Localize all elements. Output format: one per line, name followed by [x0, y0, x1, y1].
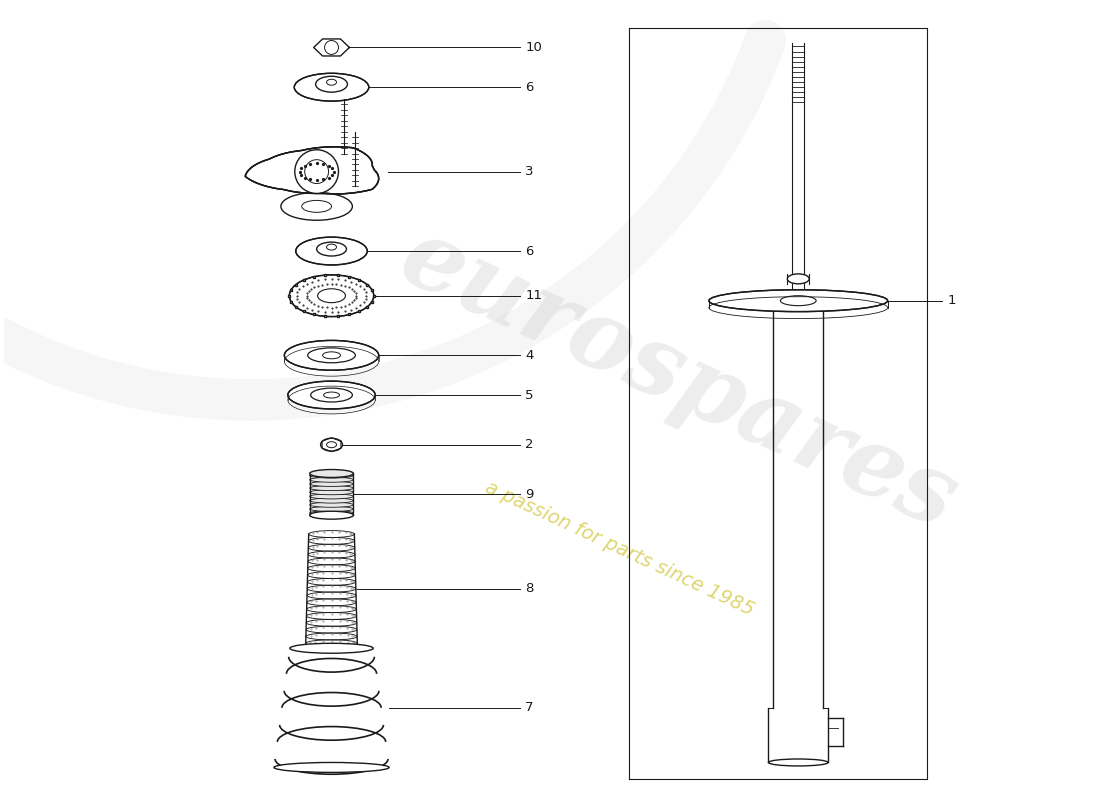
Text: 9: 9: [525, 488, 533, 501]
Text: 4: 4: [525, 349, 533, 362]
Text: 3: 3: [525, 165, 533, 178]
Ellipse shape: [310, 482, 353, 486]
Ellipse shape: [310, 486, 353, 490]
Ellipse shape: [310, 498, 353, 503]
Circle shape: [305, 160, 329, 183]
Ellipse shape: [310, 470, 353, 478]
Text: eurospares: eurospares: [386, 210, 972, 550]
Ellipse shape: [310, 478, 353, 482]
Text: 6: 6: [525, 245, 533, 258]
Ellipse shape: [289, 643, 373, 654]
Ellipse shape: [285, 341, 378, 370]
Text: 7: 7: [525, 702, 533, 714]
Text: a passion for parts since 1985: a passion for parts since 1985: [482, 478, 757, 620]
Text: 11: 11: [525, 290, 542, 302]
Ellipse shape: [310, 388, 352, 402]
Ellipse shape: [708, 290, 888, 312]
Ellipse shape: [317, 242, 346, 256]
Ellipse shape: [289, 275, 374, 317]
Ellipse shape: [318, 289, 345, 302]
Ellipse shape: [274, 762, 389, 772]
Ellipse shape: [788, 274, 810, 284]
Polygon shape: [306, 534, 358, 643]
Text: 5: 5: [525, 389, 533, 402]
Ellipse shape: [310, 502, 353, 507]
Text: 1: 1: [947, 294, 956, 307]
Ellipse shape: [310, 506, 353, 511]
Ellipse shape: [769, 759, 828, 766]
Polygon shape: [245, 147, 378, 194]
Ellipse shape: [310, 511, 353, 519]
Ellipse shape: [310, 510, 353, 516]
Text: 8: 8: [525, 582, 533, 595]
Text: 2: 2: [525, 438, 533, 451]
Ellipse shape: [310, 490, 353, 494]
Circle shape: [295, 150, 339, 194]
Ellipse shape: [310, 473, 353, 478]
Ellipse shape: [295, 74, 368, 101]
Ellipse shape: [316, 76, 348, 92]
Ellipse shape: [280, 193, 352, 220]
Ellipse shape: [320, 438, 342, 451]
Ellipse shape: [308, 348, 355, 362]
Ellipse shape: [310, 494, 353, 499]
Text: 6: 6: [525, 81, 533, 94]
Ellipse shape: [288, 381, 375, 409]
Ellipse shape: [296, 237, 367, 265]
Text: 10: 10: [525, 41, 542, 54]
